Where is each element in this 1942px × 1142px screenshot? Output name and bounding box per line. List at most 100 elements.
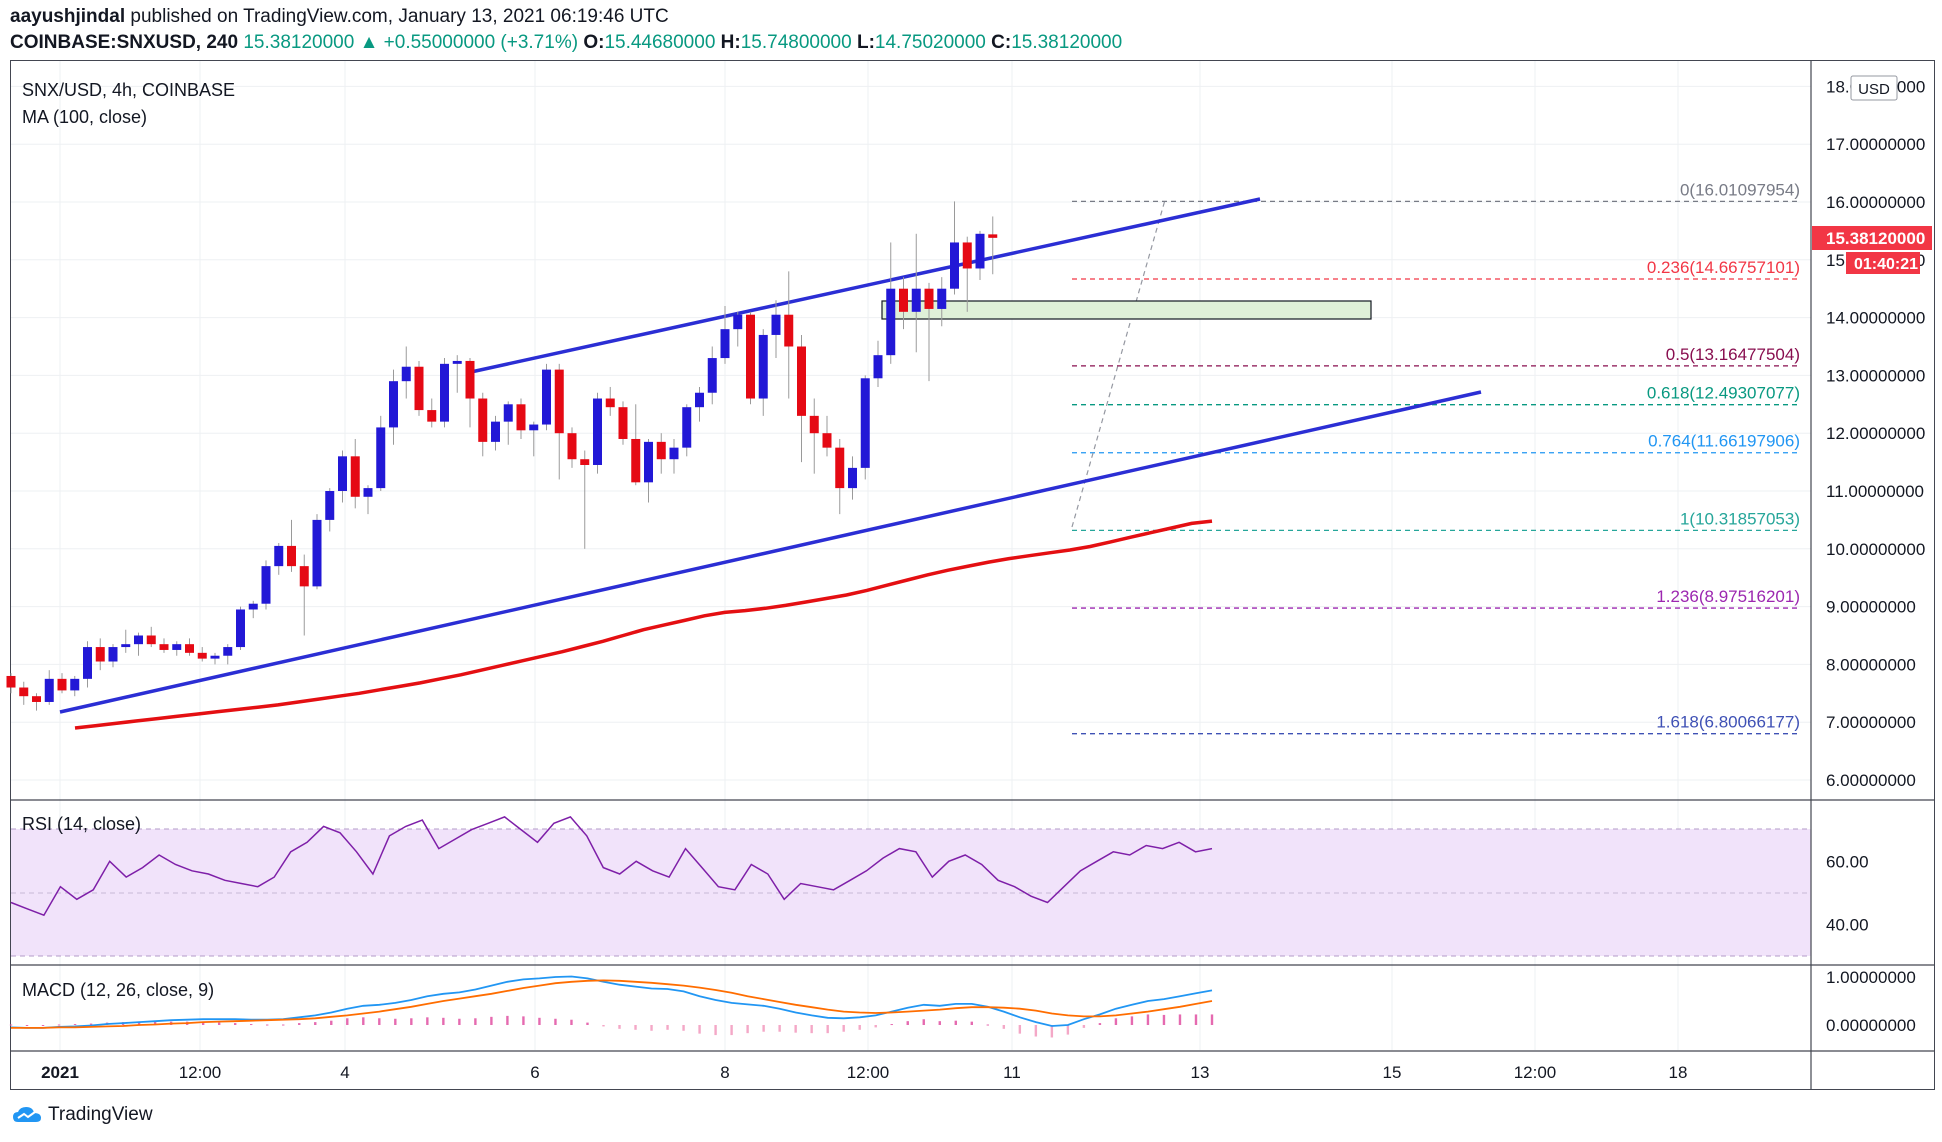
candle-body	[937, 288, 947, 309]
macd-hist-bar	[250, 1024, 253, 1026]
macd-hist-bar	[938, 1021, 941, 1025]
resistance-zone	[881, 300, 1372, 320]
candle-body	[146, 635, 156, 645]
candle-body	[325, 491, 335, 520]
macd-hist-bar	[602, 1025, 605, 1027]
candle-body	[134, 635, 143, 645]
macd-hist-bar	[1002, 1025, 1006, 1029]
fib-level-label: 0.236(14.66757101)	[1647, 258, 1800, 277]
candle-body	[95, 647, 105, 662]
candle-body	[631, 438, 641, 483]
candle-body	[848, 467, 857, 489]
macd-hist-bar	[1050, 1025, 1054, 1038]
candle-body	[707, 358, 717, 393]
price-tick-label: 13.00000000	[1826, 366, 1925, 385]
currency-label: USD	[1858, 81, 1890, 98]
candle-body	[19, 687, 29, 697]
macd-hist-bar	[1082, 1025, 1086, 1028]
time-tick-label: 11	[1003, 1063, 1021, 1082]
candle-body	[108, 647, 118, 662]
ohlc-bar: COINBASE:SNXUSD, 240 15.38120000 ▲ +0.55…	[10, 32, 1122, 54]
time-tick-label: 12:00	[847, 1063, 890, 1082]
candle-body	[975, 233, 985, 269]
last-price: 15.38120000	[243, 32, 355, 53]
last-price-badge	[1812, 226, 1932, 250]
candle-body	[503, 404, 513, 422]
macd-hist-bar	[1194, 1014, 1198, 1025]
macd-hist-bar	[826, 1025, 829, 1034]
candle-body	[924, 288, 934, 309]
candle-body	[32, 696, 41, 702]
macd-hist-bar	[298, 1023, 301, 1025]
candle-body	[988, 234, 998, 238]
author-name[interactable]: aayushjindal	[10, 6, 126, 27]
candle-body	[771, 314, 781, 335]
macd-hist-bar	[410, 1018, 413, 1025]
macd-hist-bar	[394, 1018, 397, 1025]
macd-hist-bar	[330, 1020, 333, 1025]
price-tick-label: 16.00000000	[1826, 193, 1925, 212]
candle-body	[682, 407, 692, 448]
macd-hist-bar	[586, 1022, 589, 1025]
time-tick-label: 15	[1383, 1063, 1402, 1082]
candle-body	[605, 398, 615, 408]
candle-body	[83, 647, 92, 679]
last-price-badge-text: 15.38120000	[1826, 229, 1925, 248]
macd-hist-bar	[458, 1018, 461, 1025]
candle-body	[720, 329, 730, 359]
candle-body	[746, 314, 755, 399]
open-label: O:	[583, 32, 605, 53]
candle-body	[363, 488, 373, 497]
macd-hist-bar	[314, 1022, 317, 1025]
macd-hist-bar	[201, 1022, 205, 1025]
publish-text: published on TradingView.com, January 13…	[130, 6, 669, 27]
price-tick-label: 14.00000000	[1826, 309, 1925, 328]
macd-hist-bar	[650, 1025, 653, 1031]
rsi-pane	[10, 816, 1213, 917]
candle-body	[950, 242, 959, 289]
time-tick-label: 18	[1669, 1063, 1688, 1082]
macd-hist-bar	[858, 1025, 861, 1030]
rsi-line	[10, 816, 1213, 917]
signal-line	[11, 979, 1213, 1029]
tradingview-brand[interactable]: TradingView	[12, 1104, 153, 1126]
fib-level-label: 0.764(11.66197906)	[1648, 432, 1800, 451]
candle-body	[835, 447, 845, 489]
candle-body	[516, 404, 526, 431]
candle-body	[733, 314, 743, 330]
candle-body	[185, 644, 194, 653]
macd-hist-bar	[1066, 1025, 1070, 1035]
macd-hist-bar	[474, 1018, 477, 1025]
price-tick-label: 6.00000000	[1826, 771, 1916, 790]
candle-body	[784, 314, 794, 347]
macd-hist-bar	[1114, 1018, 1118, 1025]
symbol-label: COINBASE:SNXUSD, 240	[10, 32, 239, 53]
close-value: 15.38120000	[1011, 32, 1123, 53]
macd-hist-bar	[1018, 1025, 1022, 1034]
macd-hist-bar	[570, 1019, 573, 1025]
macd-hist-bar	[746, 1025, 749, 1034]
candle-body	[644, 441, 653, 483]
macd-hist-bar	[362, 1017, 365, 1025]
macd-hist-bar	[538, 1017, 541, 1025]
candle-body	[350, 456, 360, 497]
macd-hist-bar	[906, 1021, 909, 1025]
rsi-tick-label: 40.00	[1826, 916, 1869, 935]
open-value: 15.44680000	[604, 32, 716, 53]
candle-body	[261, 566, 271, 604]
macd-hist-bar	[842, 1025, 845, 1032]
macd-hist-bar	[970, 1021, 973, 1025]
macd-tick-label: 0.00000000	[1826, 1016, 1916, 1035]
macd-hist-bar	[137, 1022, 141, 1025]
price-tick-label: 9.00000000	[1826, 598, 1916, 617]
price-tick-label: 10.00000000	[1826, 540, 1925, 559]
macd-hist-bar	[874, 1025, 877, 1028]
upper-channel-line	[470, 197, 1261, 374]
fib-retracement: 0(16.01097954) 0.236(14.66757101) 0.5(13.1…	[1072, 180, 1800, 735]
fib-level-label: 0.5(13.16477504)	[1666, 345, 1800, 364]
macd-pane	[9, 975, 1214, 1038]
macd-hist-bar	[57, 1024, 61, 1026]
candle-body	[593, 398, 602, 465]
candle-body	[822, 433, 832, 448]
